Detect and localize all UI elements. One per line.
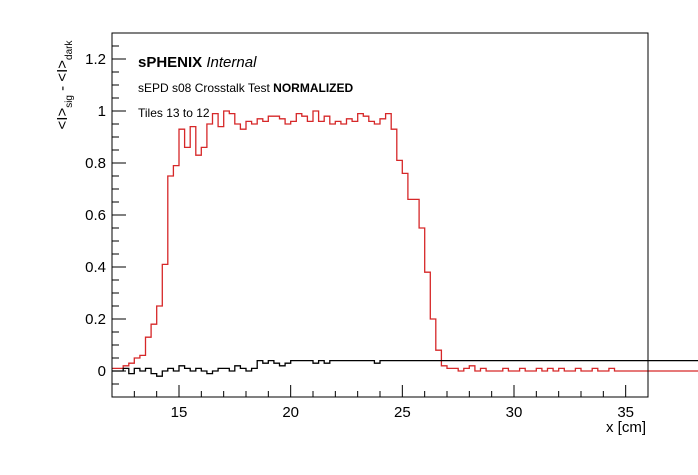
y-tick-label: 0 [98,363,106,380]
plot-frame [111,32,649,398]
x-tick-label: 35 [617,404,634,421]
y-tick-label: 0.8 [85,155,106,172]
y-axis-title-part-1: <I> [54,108,71,130]
axis-ticks [111,32,649,398]
brand-bold-text: sPHENIX [138,54,202,71]
tick-labels: 15 20 25 30 35 0 0.2 0.4 0.6 0.8 1 1.2 [85,51,634,421]
x-tick-label: 20 [282,404,299,421]
tiles-annotation: Tiles 13 to 12 [138,106,210,120]
y-tick-label: 0.2 [85,311,106,328]
y-axis-title-part-4: dark [64,40,75,60]
y-axis-title-part-2: sig [64,95,75,108]
y-axis-title: <I>sig - <I>dark [54,40,75,130]
x-tick-label: 25 [394,404,411,421]
y-tick-label: 0.4 [85,259,106,276]
brand-annotation: sPHENIX Internal [138,54,257,71]
series-black-histogram [112,359,698,377]
brand-italic-text: Internal [206,54,257,71]
test-bold-text: NORMALIZED [273,81,353,95]
x-axis-title: x [cm] [606,419,646,436]
y-tick-label: 0.6 [85,207,106,224]
series-red-histogram [112,110,698,372]
y-axis-title-part-3: - <I> [54,60,71,95]
test-annotation: sEPD s08 Crosstalk Test NORMALIZED [138,81,353,95]
test-prefix-text: sEPD s08 Crosstalk Test [138,81,270,95]
y-tick-label: 1.2 [85,51,106,68]
x-tick-label: 15 [171,404,188,421]
data-series-layer [112,110,698,377]
x-tick-label: 30 [506,404,523,421]
y-tick-label: 1 [98,103,106,120]
